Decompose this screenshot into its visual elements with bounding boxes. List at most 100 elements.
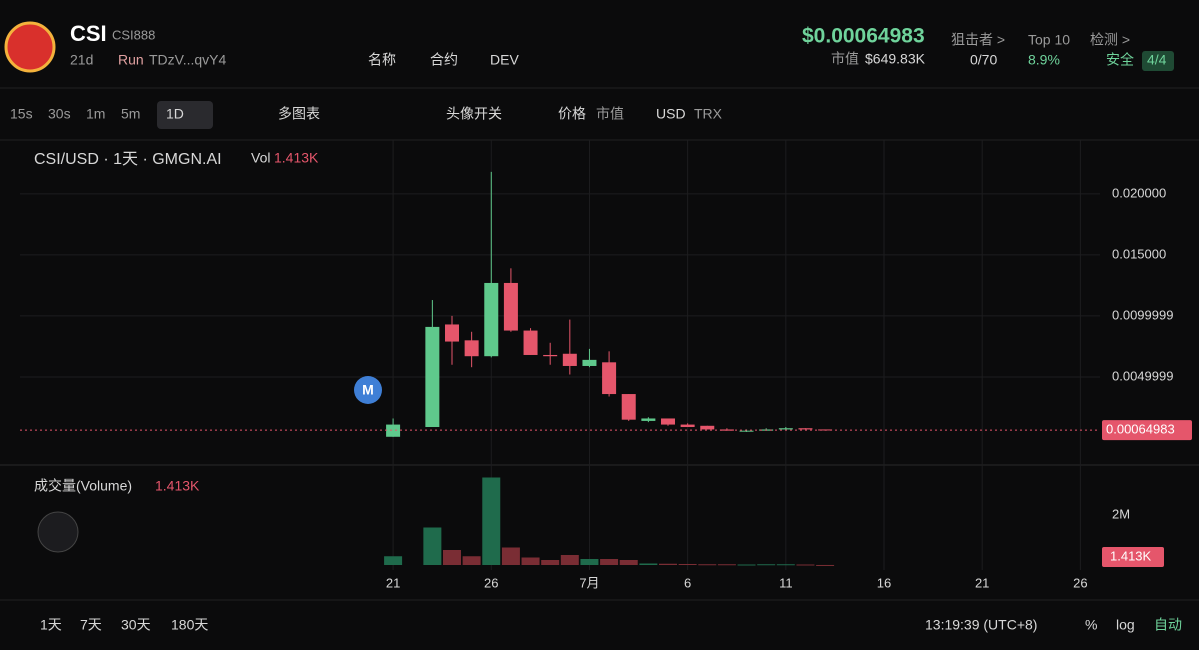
- candle-body: [680, 424, 695, 428]
- trx[interactable]: TRX: [694, 106, 723, 122]
- top10-label: Top 10: [1028, 32, 1070, 48]
- volume-bar: [757, 564, 776, 566]
- top10: 8.9%: [1028, 52, 1060, 68]
- volume-bar: [639, 563, 658, 565]
- interval[interactable]: 5m: [121, 106, 140, 122]
- candle-body: [464, 340, 479, 357]
- percent[interactable]: %: [1085, 617, 1097, 633]
- time: 13:19:39 (UTC+8): [925, 617, 1037, 633]
- volume-bar: [462, 556, 481, 565]
- volume-title: 成交量(Volume): [34, 478, 132, 494]
- x-tick-label: 26: [484, 575, 498, 590]
- volume-bar: [482, 477, 501, 565]
- volume-bar: [717, 564, 736, 566]
- candle-body: [543, 354, 558, 357]
- volume-bar: [698, 564, 717, 566]
- range[interactable]: 30天: [121, 617, 151, 633]
- candle-body: [739, 430, 754, 432]
- interval-active[interactable]: 1D: [166, 106, 184, 122]
- volume-bar: [776, 564, 795, 566]
- interval[interactable]: 15s: [10, 106, 33, 122]
- candle-body: [582, 359, 597, 366]
- candle-body: [602, 362, 617, 395]
- x-tick-label: 6: [684, 575, 691, 590]
- x-tick-label: 7月: [579, 575, 599, 590]
- candle-body: [621, 394, 636, 420]
- last-volume-label: 1.413K: [1110, 548, 1152, 563]
- candle-body: [661, 418, 675, 425]
- interval-active-bg: [157, 101, 213, 129]
- x-tick-label: 11: [779, 575, 793, 590]
- status: Run: [118, 52, 144, 68]
- candle-body: [798, 428, 813, 430]
- candle-body: [641, 418, 656, 421]
- interval[interactable]: 30s: [48, 106, 71, 122]
- vol-value: 1.413K: [274, 150, 319, 166]
- volume-value: 1.413K: [155, 478, 200, 494]
- usd[interactable]: USD: [656, 106, 686, 122]
- volume-bar: [619, 560, 638, 565]
- token-logo: [4, 21, 56, 73]
- candle-body: [562, 353, 577, 366]
- range[interactable]: 7天: [80, 617, 102, 633]
- price-toggle[interactable]: 价格: [558, 106, 586, 122]
- interval[interactable]: 1m: [86, 106, 105, 122]
- auto[interactable]: 自动: [1154, 617, 1182, 633]
- marker-bg: [354, 376, 382, 404]
- candle-body: [445, 324, 459, 342]
- log[interactable]: log: [1116, 617, 1135, 633]
- volume-bar: [560, 555, 579, 565]
- multi-chart[interactable]: 多图表: [278, 106, 320, 122]
- snipers: 0/70: [970, 52, 997, 68]
- link[interactable]: 合约: [430, 52, 458, 68]
- candle-body: [386, 424, 401, 437]
- x-tick-label: 26: [1073, 575, 1087, 590]
- mcap: $649.83K: [865, 51, 926, 67]
- badge: [1142, 51, 1174, 71]
- last-price-label: 0.00064983: [1106, 422, 1175, 437]
- x-tick-label: 16: [877, 575, 891, 590]
- link[interactable]: DEV: [490, 52, 519, 68]
- ticker: CSI888: [112, 27, 155, 42]
- volume-bar: [816, 564, 835, 566]
- range[interactable]: 180天: [171, 617, 208, 633]
- y-tick-label: 0.020000: [1112, 185, 1166, 200]
- marker: M: [362, 382, 374, 398]
- mcap-label: 市值: [831, 51, 859, 67]
- last-price-tag: [1102, 420, 1192, 441]
- avatar-toggle[interactable]: 头像开关: [446, 106, 502, 122]
- tv-logo: [37, 511, 79, 553]
- mcap-toggle[interactable]: 市值: [596, 106, 624, 122]
- y-tick-label: 0.015000: [1112, 246, 1166, 261]
- chart-title: CSI/USD · 1天 · GMGN.AI: [34, 151, 222, 168]
- volume-bar: [423, 527, 442, 565]
- snipers-label: 狙击者 >: [951, 32, 1005, 48]
- x-tick-label: 21: [975, 575, 989, 590]
- volume-bar: [443, 550, 461, 565]
- candle-body: [700, 425, 715, 430]
- check: 安全: [1106, 52, 1134, 68]
- token-name: CSI: [70, 21, 107, 46]
- volume-bar: [384, 556, 403, 565]
- volume-bar: [600, 559, 619, 565]
- candle-body: [778, 428, 793, 430]
- price: $0.00064983: [802, 25, 925, 48]
- volume-bar: [796, 564, 815, 566]
- candle-body: [484, 282, 499, 357]
- volume-bar: [580, 559, 599, 565]
- volume-bar: [521, 557, 540, 565]
- volume-bar: [659, 563, 677, 565]
- last-volume-tag: [1102, 546, 1164, 567]
- range[interactable]: 1天: [40, 617, 62, 633]
- volume-bar: [501, 547, 520, 565]
- y-tick-label: 0.0049999: [1112, 368, 1173, 383]
- volume-bar: [541, 560, 560, 565]
- candle-body: [503, 282, 518, 331]
- check-label: 检测 >: [1090, 32, 1130, 48]
- vol-label: Vol: [251, 150, 270, 166]
- link[interactable]: 名称: [368, 52, 396, 68]
- address: TDzV...qvY4: [149, 52, 227, 68]
- y-tick-label: 0.0099999: [1112, 307, 1173, 322]
